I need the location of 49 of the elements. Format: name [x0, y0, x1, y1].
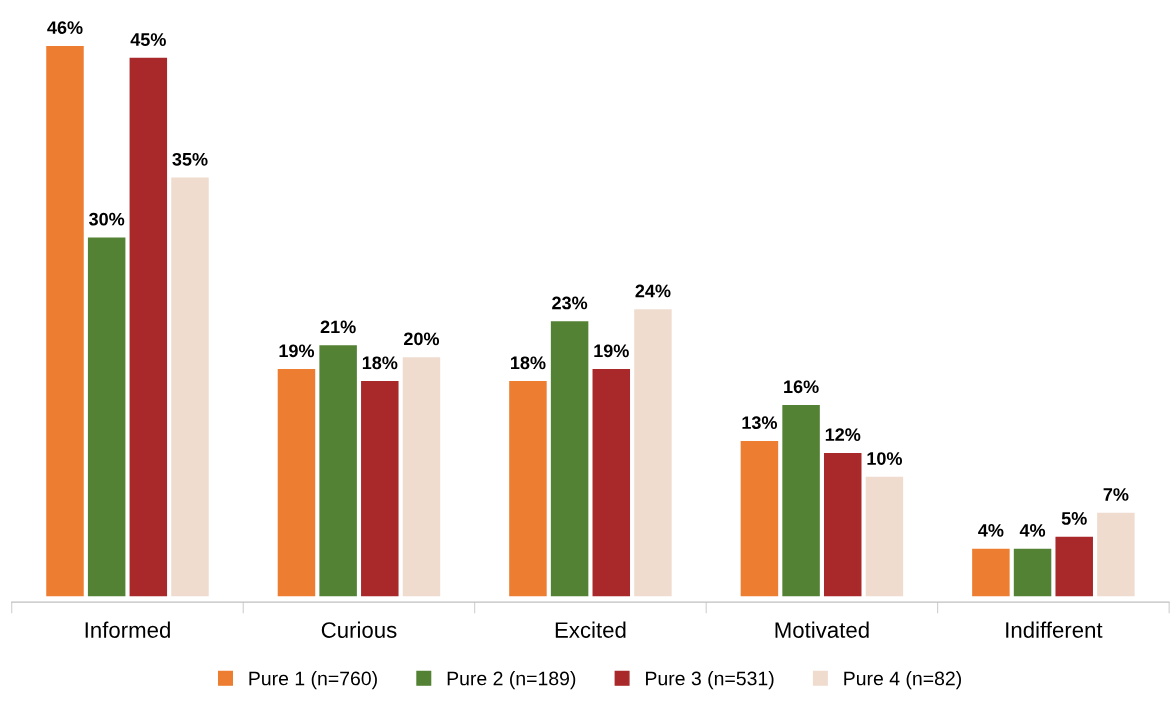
data-label: 5% [1061, 512, 1087, 525]
bar [402, 357, 441, 597]
data-label: 7% [1103, 488, 1129, 501]
bar [592, 369, 631, 597]
bar [1013, 548, 1052, 597]
bar [972, 548, 1010, 597]
bar [277, 369, 316, 597]
data-label: 35% [172, 152, 208, 166]
data-label: 18% [362, 356, 398, 370]
data-label: 24% [635, 284, 671, 298]
bar [171, 177, 209, 597]
bar [782, 405, 820, 597]
data-label: 18% [511, 356, 546, 370]
bar [129, 57, 168, 597]
data-label: 30% [89, 212, 125, 226]
legend-label: Pure 3 (n=531) [646, 671, 774, 690]
bar [865, 476, 904, 597]
legend-label: Pure 4 (n=82) [844, 671, 961, 690]
data-label: 12% [825, 428, 861, 441]
bar [361, 381, 399, 597]
data-label: 45% [130, 33, 166, 46]
data-label: 10% [867, 452, 902, 465]
bar [1097, 512, 1135, 597]
x-tick-label: Informed [85, 621, 170, 638]
data-label: 19% [279, 344, 315, 358]
x-tick-label: Excited [555, 621, 626, 638]
data-label: 20% [404, 332, 440, 346]
bar [740, 440, 779, 597]
bar [509, 381, 547, 597]
legend-label: Pure 1 (n=760) [249, 671, 377, 690]
data-label: 23% [552, 296, 588, 310]
data-label: 16% [784, 380, 819, 394]
data-label: 4% [978, 524, 1004, 537]
data-label: 21% [320, 320, 356, 334]
bar [824, 452, 862, 597]
x-tick-label: Curious [321, 621, 397, 638]
legend-label: Pure 2 (n=189) [447, 671, 576, 690]
bar [46, 45, 84, 597]
data-label: 46% [47, 21, 83, 34]
data-label: 13% [742, 416, 778, 430]
bar [1055, 536, 1093, 597]
bar [634, 309, 672, 597]
data-label: 4% [1019, 524, 1046, 537]
x-tick-label: Indifferent [1006, 621, 1103, 638]
bar [319, 345, 357, 597]
x-tick-label: Motivated [775, 621, 869, 638]
bar [87, 237, 126, 597]
bar [550, 321, 589, 597]
data-label: 19% [594, 344, 629, 358]
